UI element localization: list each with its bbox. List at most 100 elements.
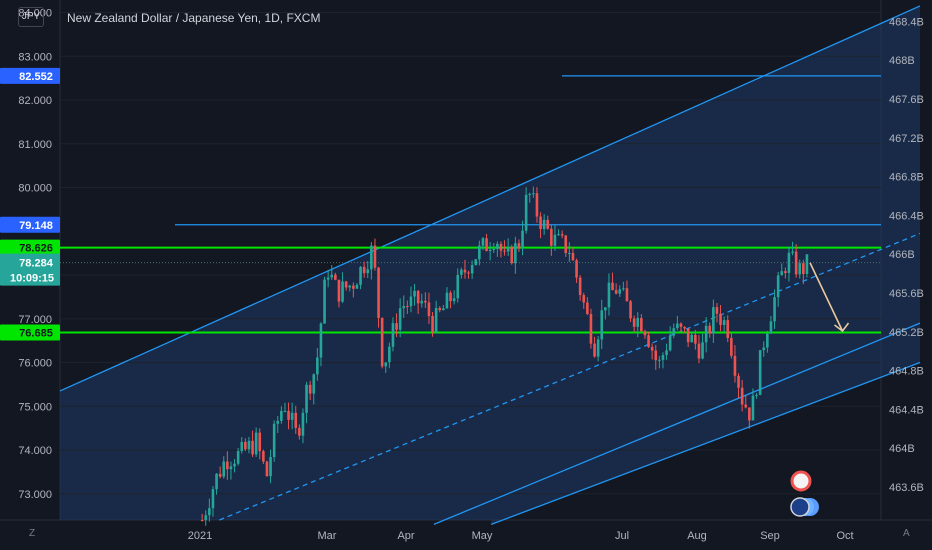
candle-body (402, 306, 406, 309)
candle-body (326, 277, 330, 280)
candle-body (287, 410, 290, 420)
candle-body (704, 325, 708, 343)
candle-body (247, 440, 251, 450)
right-axis-tick: 464B (889, 443, 915, 455)
candle-body (222, 461, 226, 477)
left-axis-tick: 75.000 (18, 401, 52, 413)
time-axis-tick: May (472, 530, 493, 542)
candle-body (352, 285, 355, 289)
candle-body (730, 338, 733, 356)
candle-body (208, 508, 211, 516)
candle-body (510, 247, 514, 264)
candle-body (726, 320, 730, 339)
candle-body (344, 281, 348, 288)
candle-body (676, 323, 679, 329)
candle-body (589, 314, 593, 344)
candle-body (575, 260, 578, 278)
candle-body (780, 271, 784, 276)
channel-upper-line[interactable] (59, 5, 921, 392)
candle-body (434, 307, 438, 332)
support-price-badge[interactable] (0, 324, 60, 341)
candle-body (316, 357, 319, 375)
candle-body (442, 308, 445, 311)
time-axis-tick: Oct (836, 530, 853, 542)
candle-body (499, 243, 503, 251)
candle-body (406, 306, 409, 308)
candle-body (560, 234, 564, 236)
candle-body (244, 441, 247, 450)
candle-body (211, 489, 215, 509)
support-price-badge-label: 78.626 (19, 243, 53, 255)
candle-body (758, 350, 762, 395)
candle-body (769, 321, 773, 334)
candle-body (366, 269, 370, 274)
support-price-badge[interactable] (0, 239, 60, 256)
candle-body (262, 451, 265, 462)
candle-body (226, 461, 229, 470)
candle-body (582, 295, 586, 303)
candle-body (722, 320, 726, 325)
candle-body (550, 228, 553, 246)
candle-body (431, 315, 434, 332)
candle-body (481, 238, 485, 246)
left-axis-tick: 76.000 (18, 358, 52, 370)
event-icon-red[interactable] (790, 470, 812, 492)
channel-lower-line[interactable] (433, 322, 921, 525)
candle-body (240, 441, 244, 452)
candle-body (715, 307, 719, 314)
candle-body (348, 285, 352, 288)
right-axis-tick: 464.4B (889, 404, 924, 416)
candle-body (463, 269, 467, 273)
left-axis-tick: 77.000 (18, 314, 52, 326)
candle-body (661, 355, 665, 360)
candle-body (658, 359, 661, 361)
candle-body (625, 288, 629, 302)
candle-body (719, 313, 722, 325)
right-axis-tick: 467.6B (889, 94, 924, 106)
price-badge[interactable] (0, 67, 60, 84)
candle-body (596, 339, 600, 357)
channel-lower-line-2[interactable] (490, 361, 921, 525)
candle-body (492, 248, 496, 250)
candle-body (578, 277, 582, 296)
candle-body (568, 252, 571, 254)
candle-body (391, 323, 395, 347)
candle-body (280, 410, 283, 421)
left-axis-tick: 74.000 (18, 445, 52, 457)
candle-body (370, 245, 373, 270)
candle-body (546, 219, 550, 229)
price-badge[interactable] (0, 216, 60, 233)
last-price-badge[interactable] (0, 253, 60, 286)
candle-body (802, 263, 805, 275)
right-axis-tick: 463.6B (889, 482, 924, 494)
candle-body (236, 451, 240, 464)
candle-body (276, 420, 280, 424)
candle-body (766, 333, 769, 348)
candle-body (557, 234, 560, 236)
channel-fill (60, 5, 920, 525)
left-axis-tick: 80.000 (18, 183, 52, 195)
event-icon-flag[interactable] (790, 497, 810, 517)
auto-scale-left[interactable]: Z (29, 528, 36, 539)
forecast-arrow-head[interactable] (834, 322, 850, 333)
candle-body (424, 300, 427, 303)
candle-body (215, 473, 218, 490)
candle-body (737, 375, 740, 388)
forecast-arrow-line[interactable] (809, 262, 844, 332)
time-axis-tick: Sep (760, 530, 780, 542)
left-axis-tick: 83.000 (18, 51, 52, 63)
candle-body (593, 343, 596, 357)
candle-body (733, 355, 737, 376)
currency-button[interactable]: JPY (18, 7, 44, 27)
candle-body (798, 263, 802, 275)
candle-body (258, 432, 262, 452)
candle-body (647, 335, 650, 347)
support-price-badge-label: 76.685 (19, 328, 53, 340)
candle-body (668, 335, 672, 351)
candle-body (283, 410, 287, 412)
last-price-badge-label: 78.284 (19, 258, 54, 270)
auto-scale-right[interactable]: A (903, 528, 910, 539)
candle-body (334, 274, 337, 280)
candle-body (398, 308, 402, 330)
